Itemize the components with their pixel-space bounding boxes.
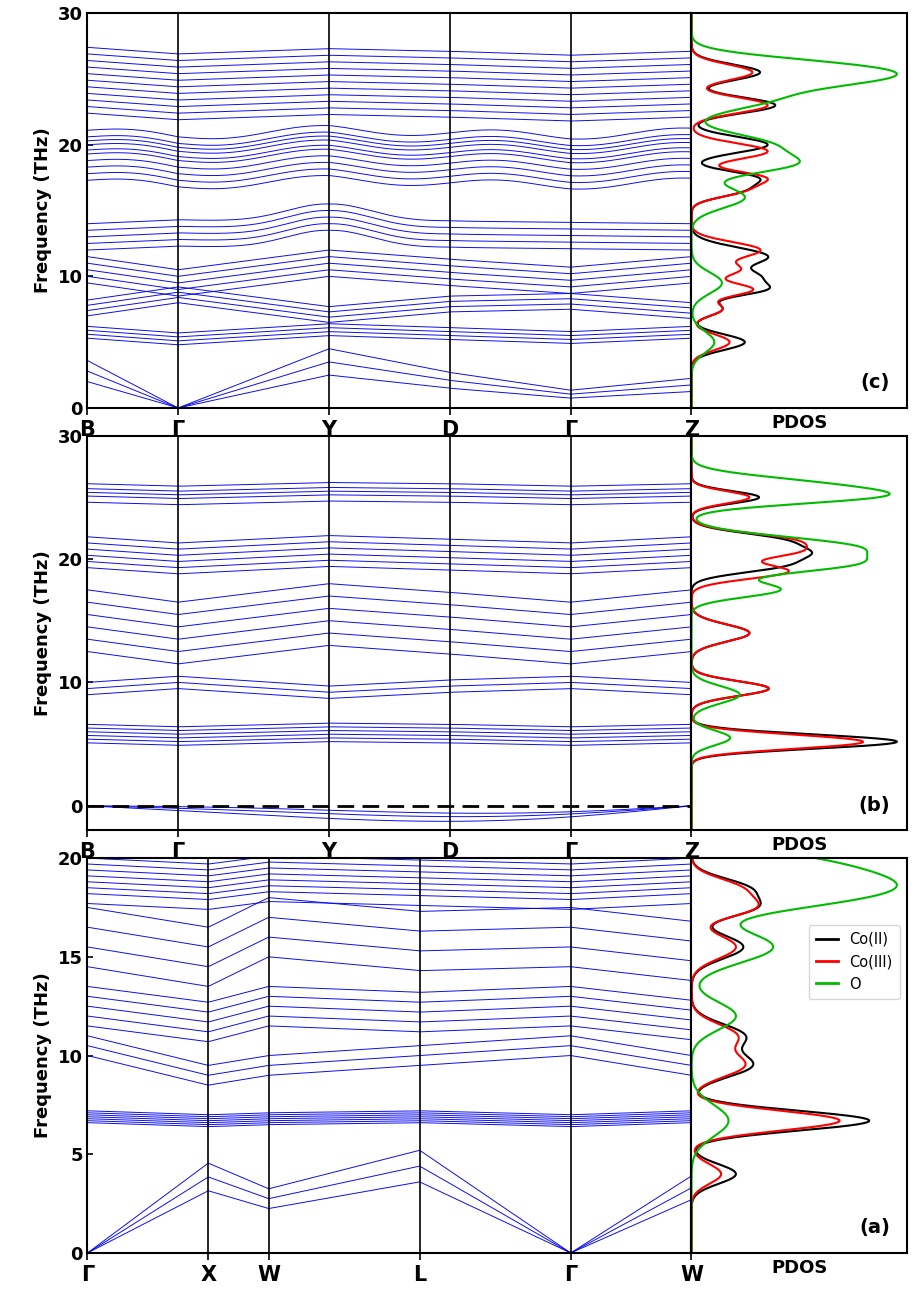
Y-axis label: Frequency (THz): Frequency (THz) bbox=[34, 127, 52, 294]
Y-axis label: Frequency (THz): Frequency (THz) bbox=[34, 972, 52, 1139]
Text: (b): (b) bbox=[858, 795, 890, 815]
Legend: Co(II), Co(III), O: Co(II), Co(III), O bbox=[809, 925, 900, 998]
Text: (c): (c) bbox=[860, 373, 890, 392]
Text: (a): (a) bbox=[859, 1218, 890, 1237]
Y-axis label: Frequency (THz): Frequency (THz) bbox=[34, 550, 52, 716]
X-axis label: PDOS: PDOS bbox=[771, 413, 828, 432]
X-axis label: PDOS: PDOS bbox=[771, 836, 828, 854]
X-axis label: PDOS: PDOS bbox=[771, 1258, 828, 1277]
